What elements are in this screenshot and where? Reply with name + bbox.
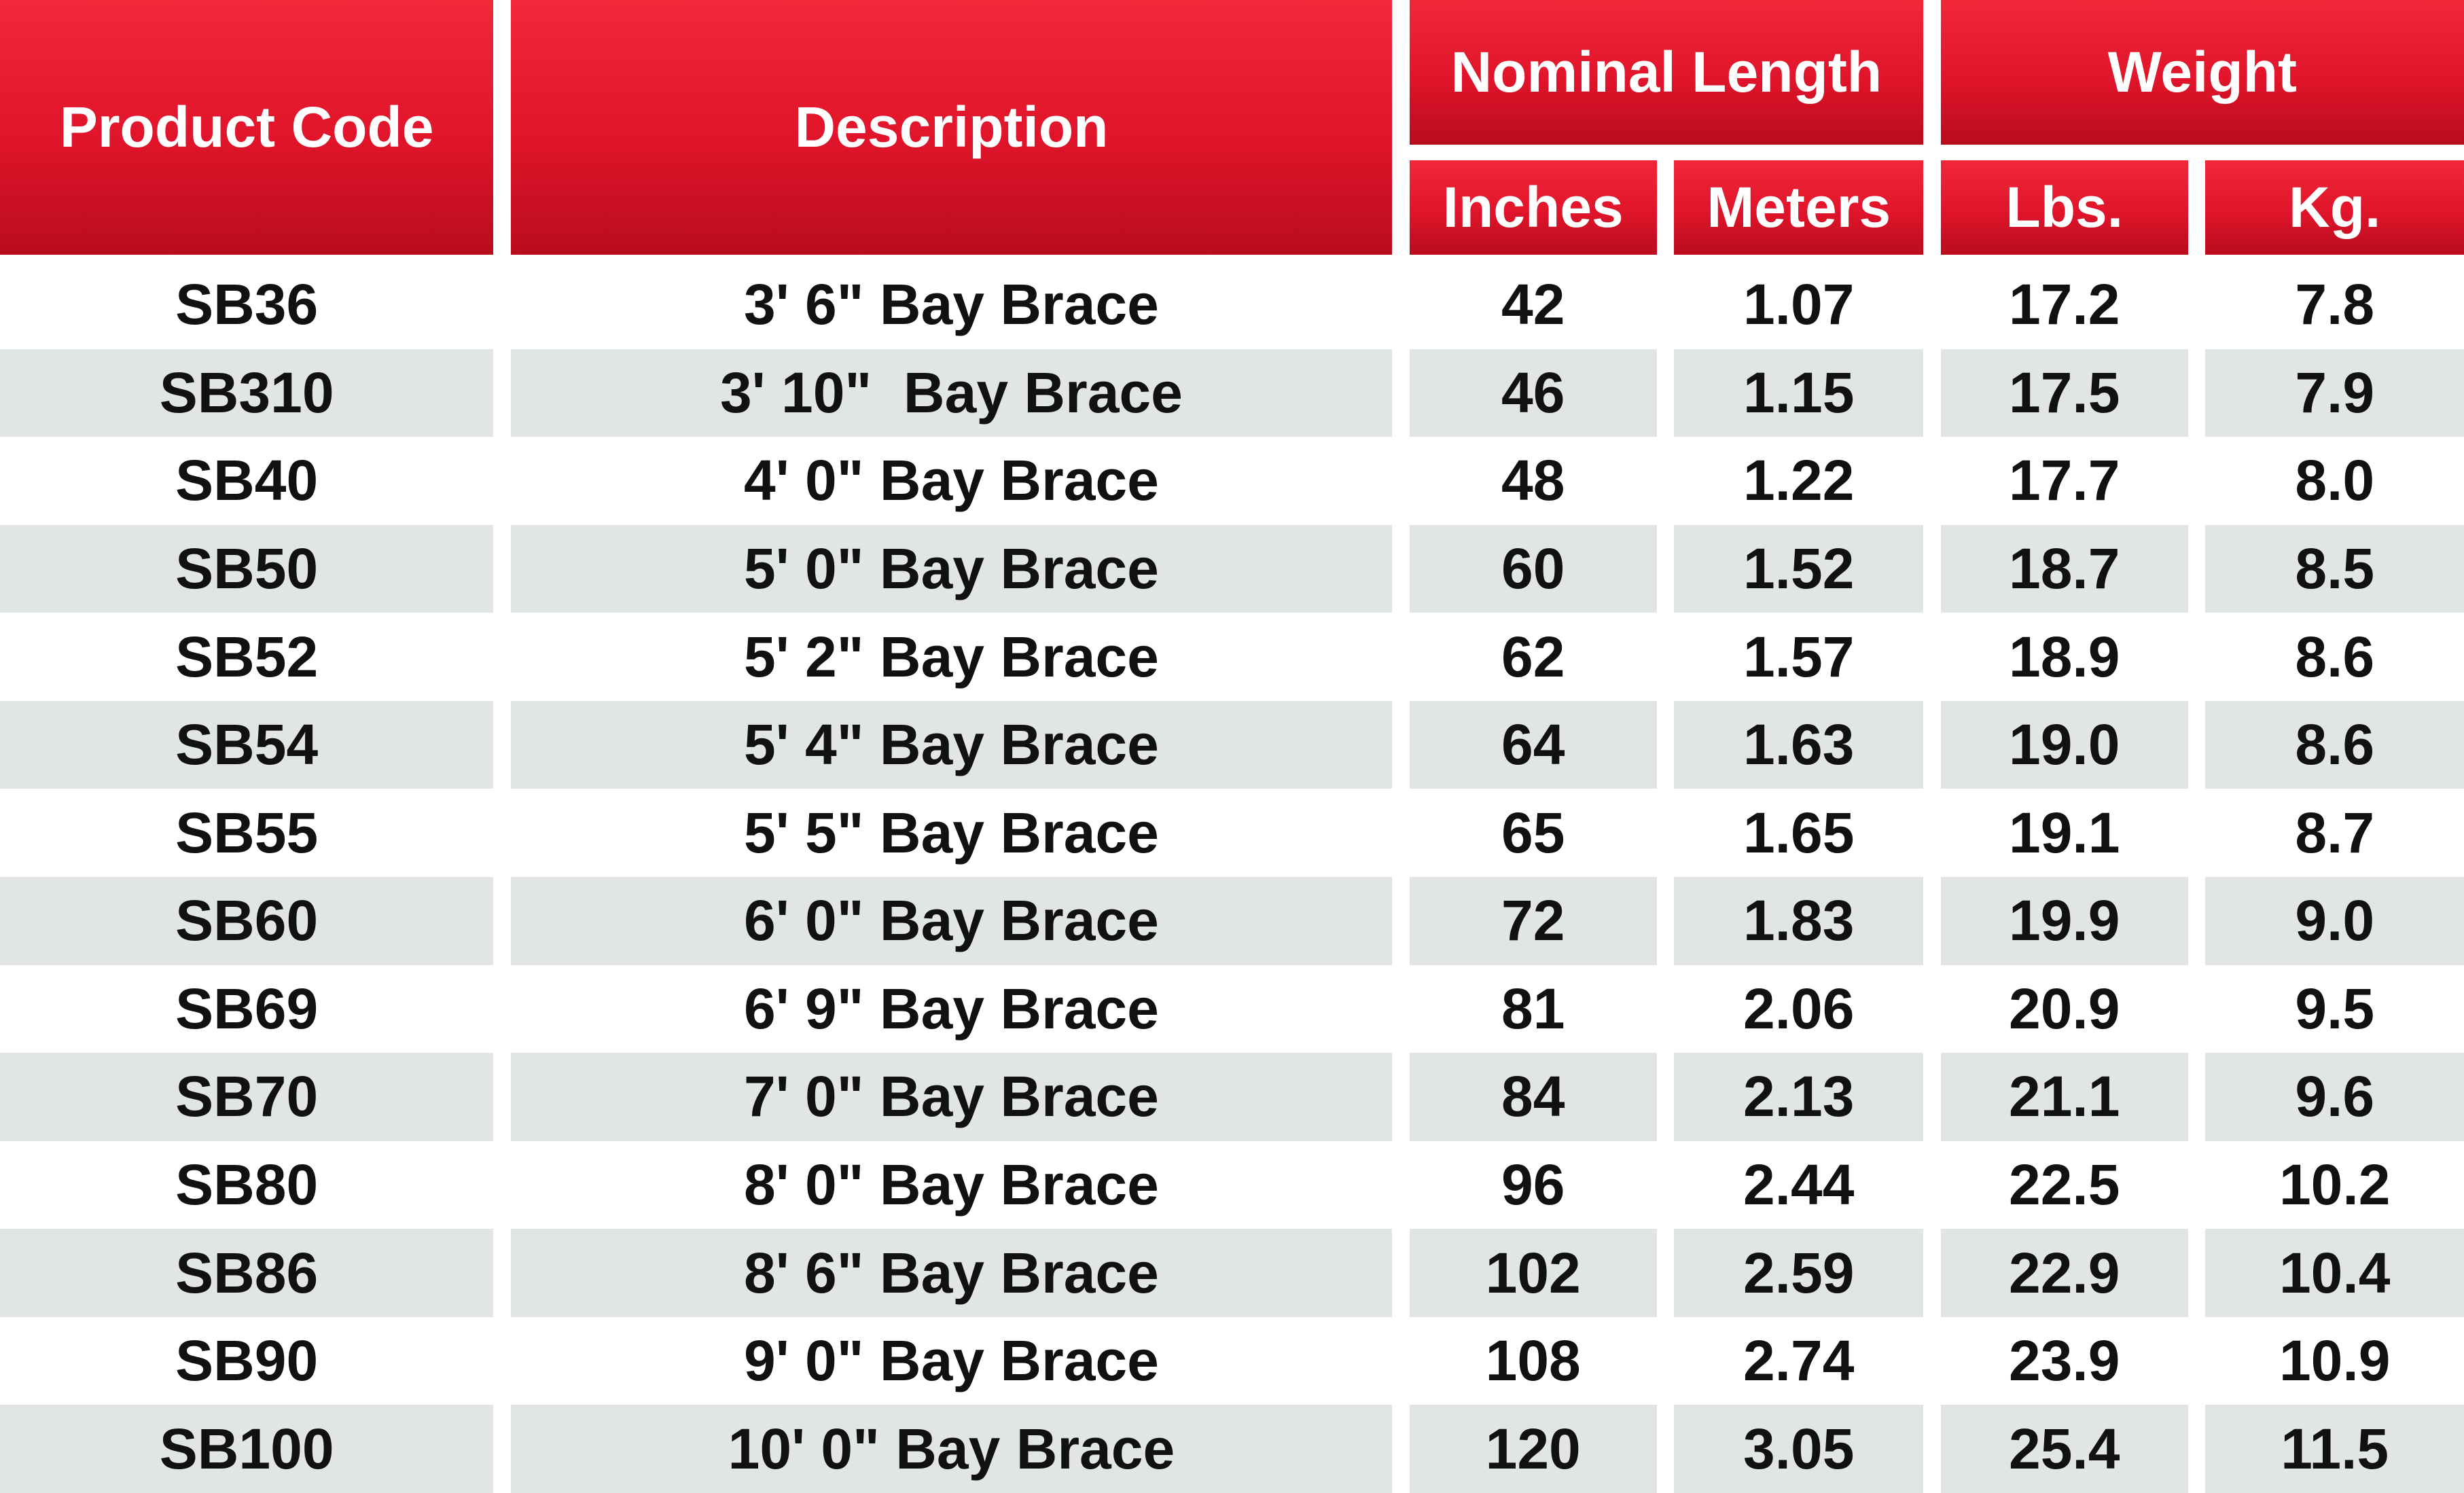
table-cell: 9.6: [2205, 1053, 2464, 1141]
header-group: Nominal Length: [1409, 0, 1924, 145]
sub-header-cell: Kg.: [2205, 160, 2464, 255]
table-cell: 1.22: [1743, 448, 1855, 513]
table-cell: 1.52: [1674, 524, 1924, 613]
table-cell: 8.5: [2205, 524, 2464, 613]
table-cell: 9.5: [2295, 976, 2375, 1041]
table-cell: 8' 6" Bay Brace: [510, 1229, 1393, 1317]
table-cell: 4' 0" Bay Brace: [744, 448, 1159, 513]
table-cell: SB86: [0, 1229, 494, 1317]
table-cell: 5' 4" Bay Brace: [510, 700, 1393, 789]
table-cell: SB80: [175, 1153, 319, 1217]
table-cell: 1.07: [1743, 272, 1855, 337]
table-cell: 6' 9" Bay Brace: [744, 976, 1159, 1041]
table-cell: 46: [1409, 348, 1657, 437]
table-cell: 19.1: [2008, 800, 2120, 865]
table-cell: 8.6: [2205, 700, 2464, 789]
table-cell: 3' 6" Bay Brace: [744, 272, 1159, 337]
table-cell: 7' 0" Bay Brace: [510, 1053, 1393, 1141]
table-cell: 65: [1501, 800, 1565, 865]
table-cell: 8.0: [2295, 448, 2375, 513]
table-cell: 120: [1409, 1405, 1657, 1493]
header-cell: Product Code: [0, 0, 494, 255]
table-cell: 25.4: [1940, 1405, 2188, 1493]
table-cell: 2.59: [1674, 1229, 1924, 1317]
header-group: Weight: [1940, 0, 2464, 145]
table-cell: 20.9: [2008, 976, 2120, 1041]
table-cell: 17.7: [2008, 448, 2120, 513]
table-cell: 19.9: [1940, 877, 2188, 965]
table-cell: 2.13: [1674, 1053, 1924, 1141]
table-cell: 84: [1409, 1053, 1657, 1141]
table-cell: 22.5: [2008, 1153, 2120, 1217]
table-cell: 81: [1501, 976, 1565, 1041]
header-cell: Description: [510, 0, 1393, 255]
table-cell: 17.5: [1940, 348, 2188, 437]
table-cell: 8.7: [2295, 800, 2375, 865]
table-cell: 10.4: [2205, 1229, 2464, 1317]
table-cell: 2.06: [1743, 976, 1855, 1041]
table-cell: SB100: [0, 1405, 494, 1493]
table-cell: 9.0: [2205, 877, 2464, 965]
table-cell: 1.15: [1674, 348, 1924, 437]
table-cell: 48: [1501, 448, 1565, 513]
table-cell: SB70: [0, 1053, 494, 1141]
table-cell: 102: [1409, 1229, 1657, 1317]
sub-header-cell: Inches: [1409, 160, 1657, 255]
table-cell: 1.63: [1674, 700, 1924, 789]
table-cell: 11.5: [2205, 1405, 2464, 1493]
table-cell: 60: [1409, 524, 1657, 613]
table-cell: 7.8: [2295, 272, 2375, 337]
table-cell: 21.1: [1940, 1053, 2188, 1141]
table-cell: 6' 0" Bay Brace: [510, 877, 1393, 965]
table-cell: SB36: [175, 272, 319, 337]
table-cell: 10' 0" Bay Brace: [510, 1405, 1393, 1493]
table-cell: 3' 10" Bay Brace: [510, 348, 1393, 437]
table-cell: 7.9: [2205, 348, 2464, 437]
table-cell: 5' 5" Bay Brace: [744, 800, 1159, 865]
table-cell: 10.2: [2279, 1153, 2391, 1217]
table-cell: 17.2: [2008, 272, 2120, 337]
table-cell: 19.0: [1940, 700, 2188, 789]
table-cell: SB310: [0, 348, 494, 437]
table-cell: SB69: [175, 976, 319, 1041]
table-cell: 8.6: [2295, 624, 2375, 689]
table-cell: 64: [1409, 700, 1657, 789]
table-cell: 10.9: [2279, 1329, 2391, 1393]
table-cell: SB54: [0, 700, 494, 789]
table-cell: 9' 0" Bay Brace: [744, 1329, 1159, 1393]
table-cell: 3.05: [1674, 1405, 1924, 1493]
table-cell: 96: [1501, 1153, 1565, 1217]
table-cell: SB52: [175, 624, 319, 689]
table-cell: 23.9: [2008, 1329, 2120, 1393]
table-cell: 1.65: [1743, 800, 1855, 865]
table-cell: SB50: [0, 524, 494, 613]
table-cell: 5' 0" Bay Brace: [510, 524, 1393, 613]
table-cell: 1.83: [1674, 877, 1924, 965]
table-cell: SB40: [175, 448, 319, 513]
sub-header-cell: Meters: [1674, 160, 1924, 255]
table-cell: 2.74: [1743, 1329, 1855, 1393]
sub-header-cell: Lbs.: [1940, 160, 2188, 255]
table-cell: SB60: [0, 877, 494, 965]
table-cell: 22.9: [1940, 1229, 2188, 1317]
table-cell: 2.44: [1743, 1153, 1855, 1217]
table-cell: 18.9: [2008, 624, 2120, 689]
table-cell: 62: [1501, 624, 1565, 689]
table-cell: 8' 0" Bay Brace: [744, 1153, 1159, 1217]
table-cell: SB55: [175, 800, 319, 865]
table-cell: 1.57: [1743, 624, 1855, 689]
table-cell: 108: [1485, 1329, 1581, 1393]
table-cell: 5' 2" Bay Brace: [744, 624, 1159, 689]
table-cell: 72: [1409, 877, 1657, 965]
table-cell: 18.7: [1940, 524, 2188, 613]
table-cell: 42: [1501, 272, 1565, 337]
table-cell: SB90: [175, 1329, 319, 1393]
